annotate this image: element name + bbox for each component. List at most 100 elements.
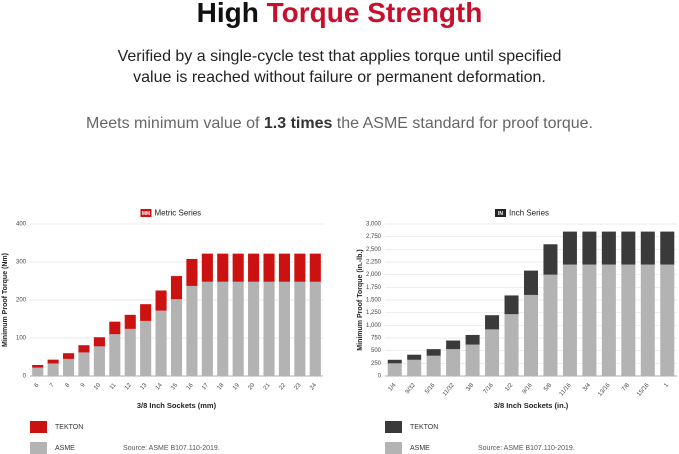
x-tick-label: 12 xyxy=(124,382,133,391)
bar-segment xyxy=(278,281,290,376)
bar-segment xyxy=(582,264,597,376)
x-tick-label: 13/16 xyxy=(597,382,612,398)
x-tick-label: 3/4 xyxy=(582,382,592,393)
badge: MM xyxy=(142,211,150,217)
x-tick-label: 9/32 xyxy=(405,382,418,395)
bar-segment xyxy=(263,253,275,282)
y-tick-label: 400 xyxy=(16,222,27,228)
bar-segment xyxy=(543,244,558,275)
x-tick-label: 6 xyxy=(34,382,41,389)
x-tick-label: 13 xyxy=(140,382,149,391)
bar-segment xyxy=(155,310,167,376)
bar-segment xyxy=(217,253,229,282)
bar-segment xyxy=(562,231,577,265)
bar-segment xyxy=(601,264,616,376)
x-tick-label: 15 xyxy=(170,382,179,391)
chart-title: Metric Series xyxy=(155,209,202,218)
x-tick-label: 17 xyxy=(201,382,210,391)
x-tick-label: 11/32 xyxy=(442,382,456,398)
x-axis-title: 3/8 Inch Sockets (mm) xyxy=(137,401,217,410)
bar-segment xyxy=(294,281,306,376)
claim-bold: 1.3 times xyxy=(264,115,333,132)
x-tick-label: 15/16 xyxy=(636,382,651,398)
x-tick-label: 9/16 xyxy=(522,382,535,395)
y-tick-label: 1,000 xyxy=(366,323,382,329)
bar-segment xyxy=(232,253,244,282)
y-tick-label: 750 xyxy=(371,336,382,342)
intro-line: Verified by a single-cycle test that app… xyxy=(118,48,562,65)
badge-box xyxy=(495,209,506,217)
legend-swatch xyxy=(385,442,402,454)
bar-segment xyxy=(63,353,75,359)
claim: Meets minimum value of 1.3 times the ASM… xyxy=(86,115,593,132)
x-axis-title: 3/8 Inch Sockets (in.) xyxy=(494,401,569,410)
bar-segment xyxy=(201,253,213,282)
bar-segment xyxy=(32,364,44,368)
bar-segment xyxy=(93,346,105,376)
y-tick-label: 1,250 xyxy=(366,310,382,316)
y-tick-label: 2,750 xyxy=(366,234,382,240)
x-tick-label: 19 xyxy=(232,382,241,391)
bar-segment xyxy=(387,359,402,364)
bar-segment xyxy=(640,231,655,265)
x-tick-label: 1/4 xyxy=(388,382,398,393)
chart-title: Inch Series xyxy=(509,209,549,218)
x-tick-label: 23 xyxy=(294,382,303,391)
bar-segment xyxy=(201,281,213,376)
badge-box xyxy=(140,209,152,217)
bar-segment xyxy=(660,264,675,376)
bar-segment xyxy=(309,253,321,282)
x-tick-label: 1/2 xyxy=(504,382,514,393)
legend-swatch xyxy=(385,421,402,433)
legend-swatch xyxy=(30,421,47,433)
bar-segment xyxy=(543,274,558,376)
bar-segment xyxy=(278,253,290,282)
bar-segment xyxy=(621,231,636,265)
bar-segment xyxy=(426,349,441,356)
bar-segment xyxy=(485,315,500,330)
x-tick-label: 5/8 xyxy=(543,382,553,393)
bar-segment xyxy=(140,320,152,376)
legend-swatch xyxy=(30,442,47,454)
bar-segment xyxy=(124,314,136,329)
bar-segment xyxy=(155,290,167,311)
x-tick-label: 11/16 xyxy=(559,382,573,398)
bar-segment xyxy=(504,295,519,315)
source-note: Source: ASME B107.110-2019. xyxy=(123,445,220,452)
x-tick-label: 16 xyxy=(186,382,195,391)
bar-segment xyxy=(562,264,577,376)
y-tick-label: 100 xyxy=(16,336,27,342)
y-tick-label: 2,000 xyxy=(366,272,382,278)
y-axis-title: Minimum Proof Torque (Nm) xyxy=(2,253,9,347)
bar-segment xyxy=(446,340,461,350)
bar-segment xyxy=(186,285,198,376)
bar-segment xyxy=(248,281,260,376)
x-tick-label: 8 xyxy=(65,382,72,389)
legend-label: TEKTON xyxy=(55,424,83,431)
bar-segment xyxy=(426,355,441,376)
bar-segment xyxy=(621,264,636,376)
x-tick-label: 5/16 xyxy=(424,382,437,395)
y-tick-label: 1,750 xyxy=(366,285,382,291)
x-tick-label: 20 xyxy=(247,382,256,391)
legend-label: ASME xyxy=(410,445,430,452)
bar-segment xyxy=(109,334,121,376)
legend-label: TEKTON xyxy=(410,424,438,431)
headline-accent: Torque Strength xyxy=(267,0,483,28)
bar-segment xyxy=(93,337,105,347)
bar-segment xyxy=(485,329,500,376)
y-tick-label: 200 xyxy=(16,298,27,304)
x-tick-label: 10 xyxy=(93,382,102,391)
bar-segment xyxy=(32,367,44,376)
x-tick-label: 21 xyxy=(263,382,272,391)
bar-segment xyxy=(523,270,539,295)
bar-segment xyxy=(387,363,402,376)
y-tick-label: 2,250 xyxy=(366,260,382,266)
bar-segment xyxy=(248,253,260,282)
y-axis-title: Minimum Proof Torque (in.-lb.) xyxy=(357,249,364,350)
y-tick-label: 250 xyxy=(371,361,382,367)
x-tick-label: 14 xyxy=(155,382,164,391)
bar-segment xyxy=(170,299,183,376)
bar-segment xyxy=(140,304,152,321)
